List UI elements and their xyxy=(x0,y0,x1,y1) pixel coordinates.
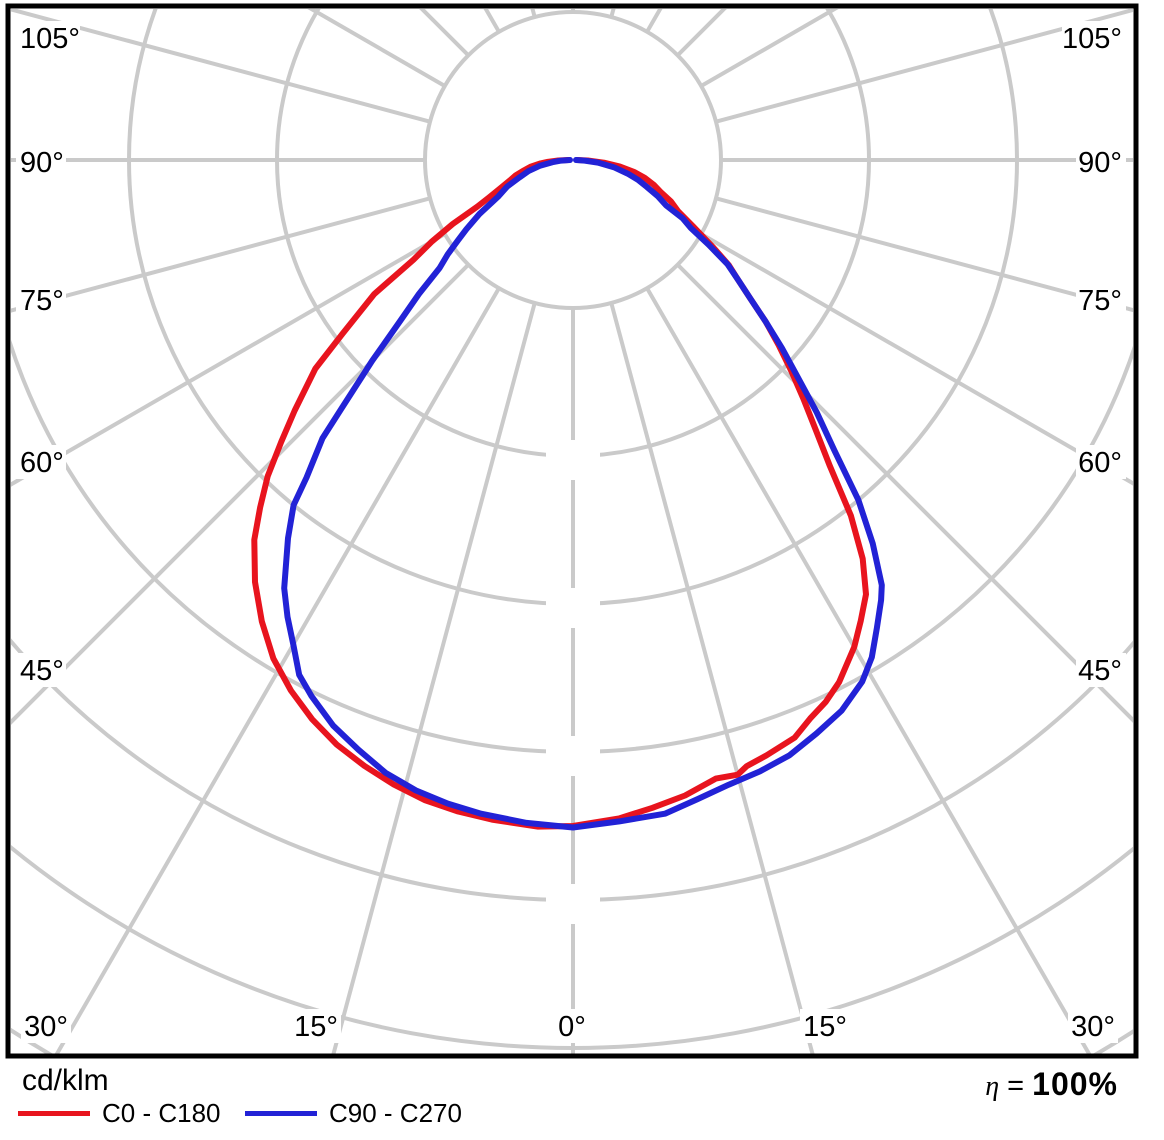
legend-line-red xyxy=(18,1110,90,1116)
svg-text:90°: 90° xyxy=(1078,147,1122,179)
svg-text:15°: 15° xyxy=(294,1011,338,1043)
eta-symbol: η xyxy=(985,1071,1000,1102)
svg-text:15°: 15° xyxy=(803,1011,847,1043)
svg-text:0°: 0° xyxy=(558,1011,586,1043)
grid-label-boxes xyxy=(546,440,600,924)
eta-value: 100% xyxy=(1032,1066,1118,1102)
legend-item-c90-c270: C90 - C270 xyxy=(245,1098,462,1128)
svg-text:30°: 30° xyxy=(1071,1011,1115,1043)
svg-text:90°: 90° xyxy=(20,147,64,179)
svg-text:60°: 60° xyxy=(20,447,64,479)
svg-text:30°: 30° xyxy=(24,1011,68,1043)
svg-text:60°: 60° xyxy=(1078,447,1122,479)
legend-label-c90-c270: C90 - C270 xyxy=(329,1097,462,1128)
radial-unit-label: cd/klm xyxy=(22,1064,109,1097)
svg-text:75°: 75° xyxy=(1078,285,1122,317)
intensity-curves xyxy=(251,157,885,831)
legend-item-c0-c180: C0 - C180 xyxy=(18,1098,221,1128)
svg-text:45°: 45° xyxy=(20,655,64,687)
legend-line-blue xyxy=(245,1110,317,1116)
efficiency-label: η = 100% xyxy=(985,1066,1118,1103)
legend-label-c0-c180: C0 - C180 xyxy=(102,1097,221,1128)
svg-text:105°: 105° xyxy=(1062,23,1122,55)
svg-text:45°: 45° xyxy=(1078,655,1122,687)
svg-text:75°: 75° xyxy=(20,285,64,317)
eta-equals: = xyxy=(999,1070,1033,1102)
plot-border xyxy=(5,3,1139,1059)
angle-labels: 105° 90° 75° 60° 45° 105° 90° 75° 60° 45° 30° 15° 0°… xyxy=(16,21,1126,1043)
legend: C0 - C180 C90 - C270 xyxy=(0,1098,1164,1134)
svg-text:105°: 105° xyxy=(20,23,80,55)
